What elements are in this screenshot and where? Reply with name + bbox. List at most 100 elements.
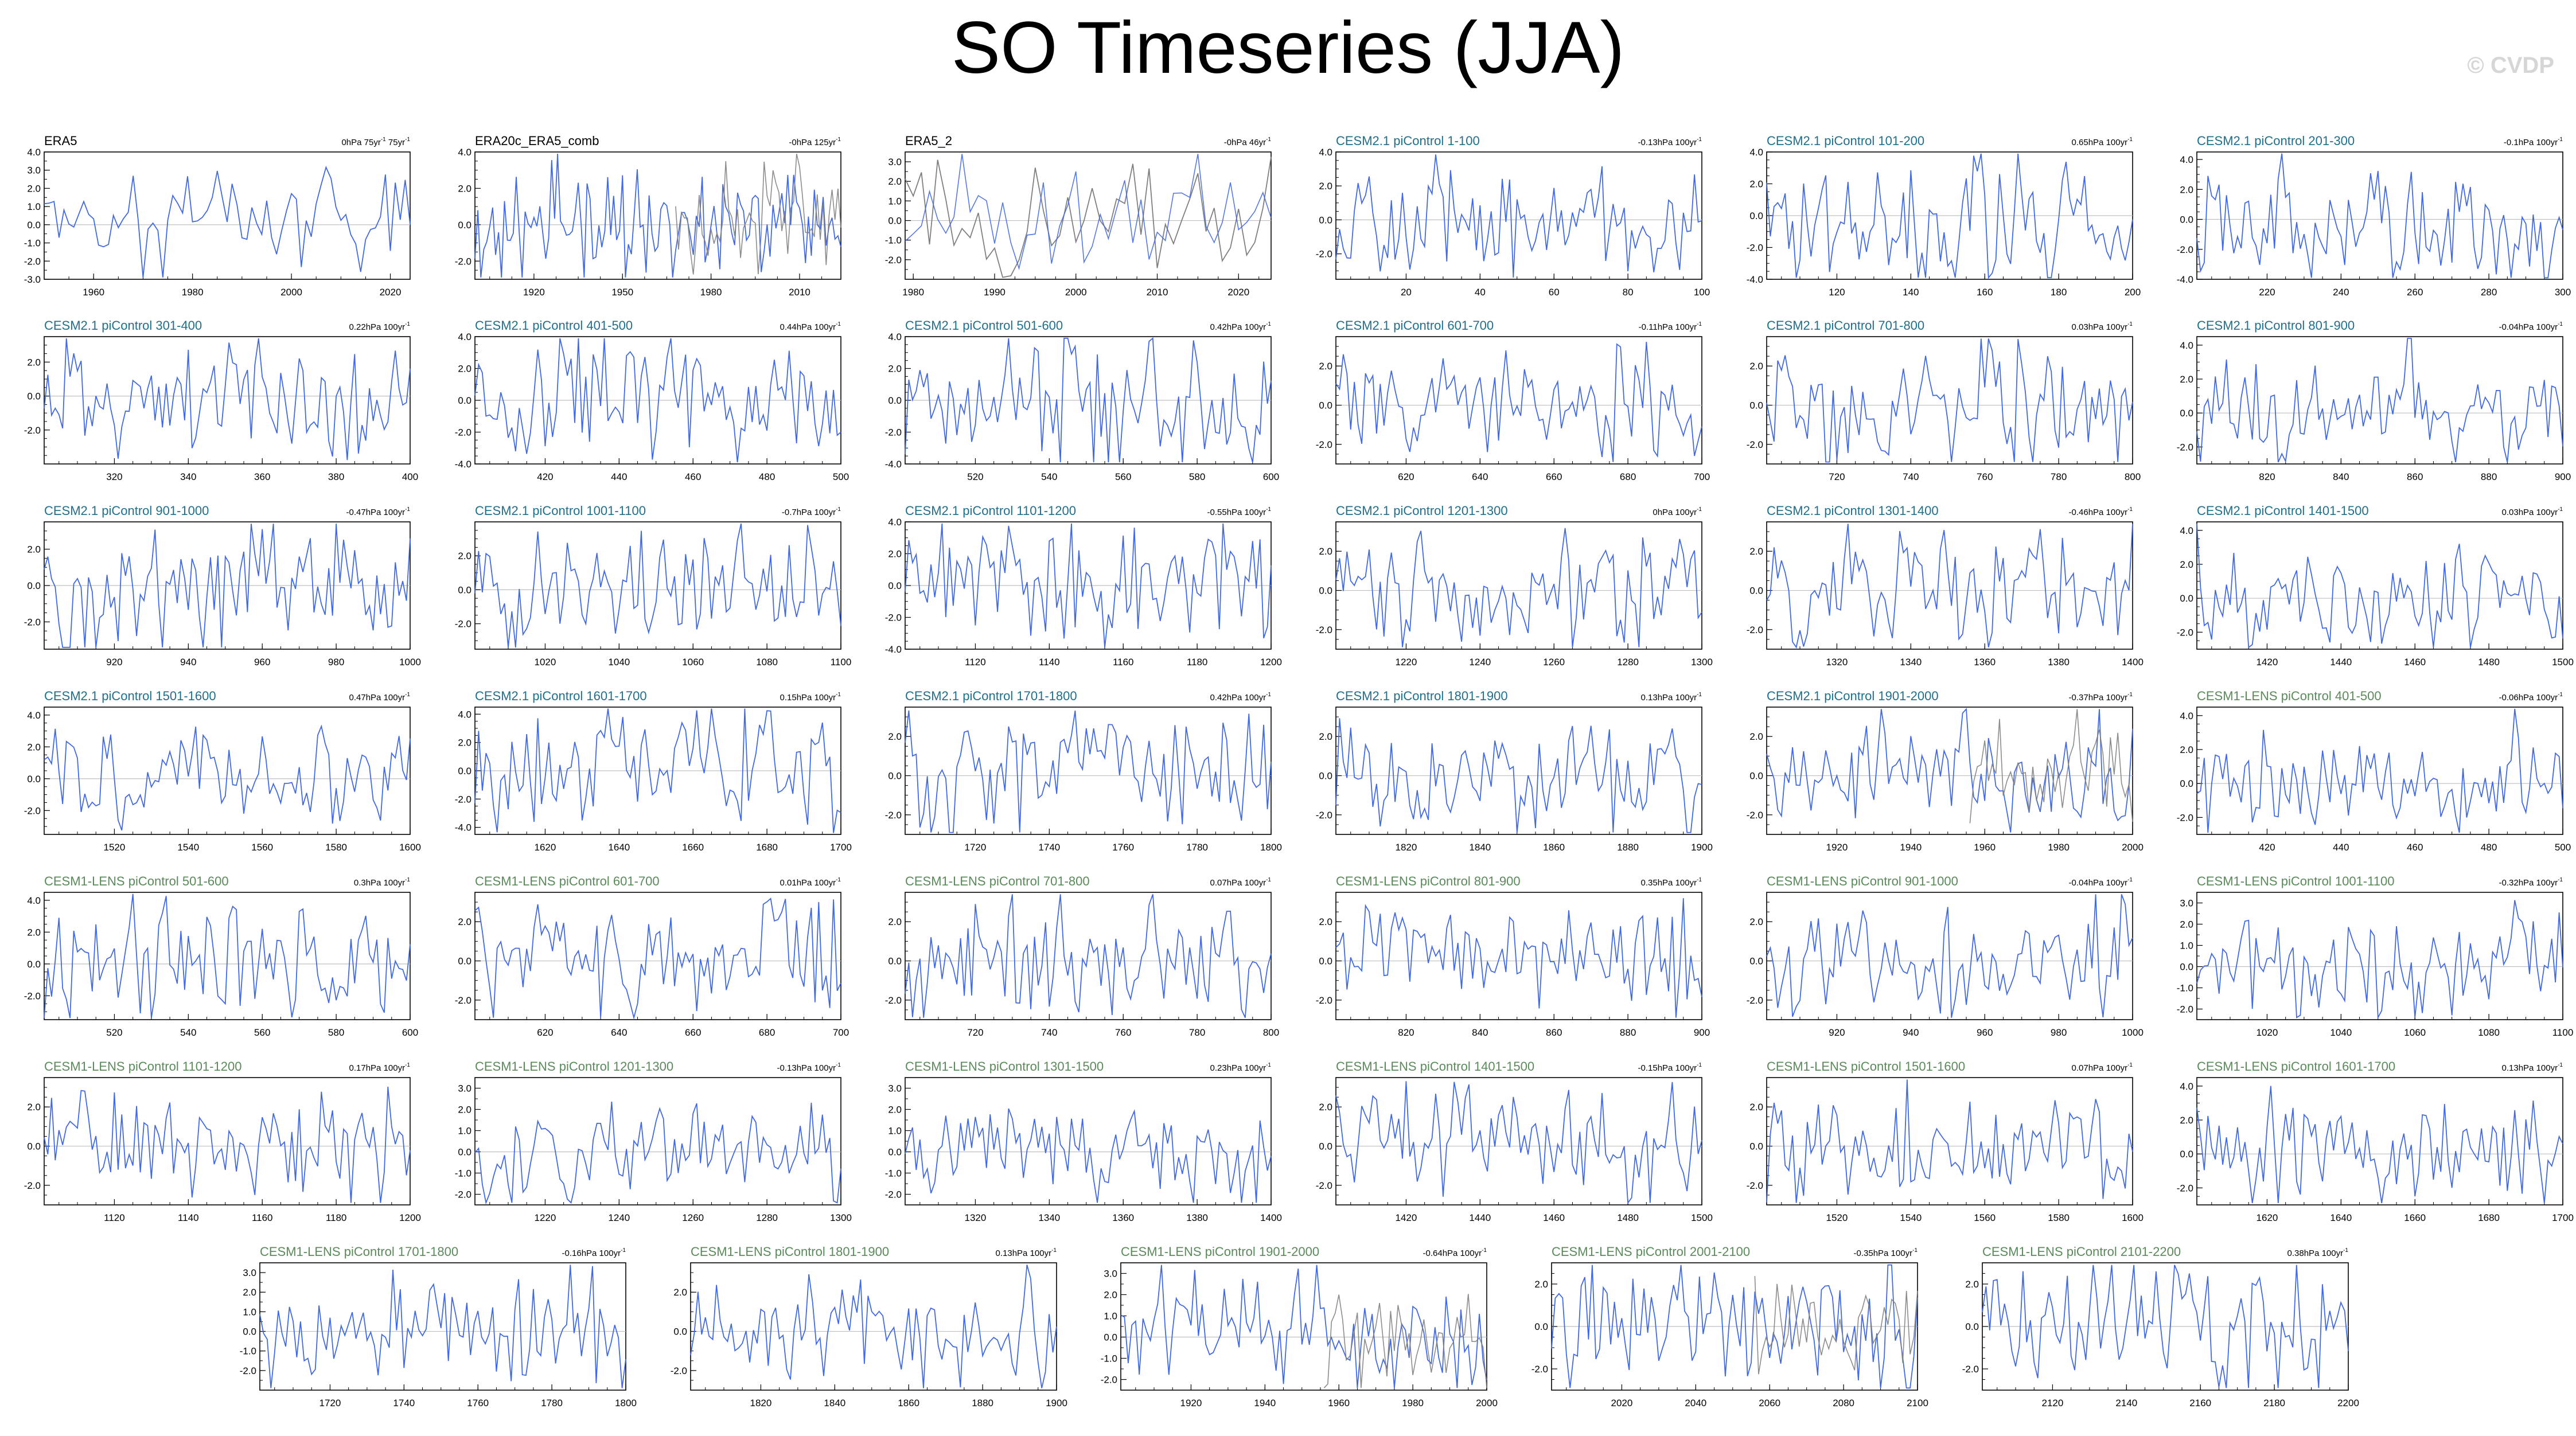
panel-frame [259, 1262, 626, 1391]
panel-title: CESM1-LENS piControl 801-900 [1336, 874, 1521, 888]
panel-19: CESM2.1 piControl 1601-1700 0.15hPa 100yr… [455, 689, 852, 853]
y-tick-label: 0.0 [27, 580, 41, 591]
x-tick-label: 1060 [682, 657, 704, 668]
y-tick-label: 2.0 [458, 1105, 471, 1115]
panel-10: CESM2.1 piControl 701-800 0.03hPa 100yr-1… [1747, 318, 2141, 482]
trend-label: 0.44hPa 100yr-1 [780, 321, 841, 332]
x-tick-label: 760 [1115, 1027, 1131, 1038]
panel-title: CESM1-LENS piControl 2101-2200 [1982, 1244, 2181, 1259]
x-tick-label: 1120 [104, 1212, 125, 1223]
x-tick-label: 760 [1977, 471, 1993, 482]
y-tick-label: 2.0 [1749, 179, 1763, 190]
trend-label: 0.03hPa 100yr-1 [2072, 321, 2133, 332]
x-tick-label: 1400 [2122, 657, 2144, 668]
y-tick-label: -1.0 [24, 238, 41, 249]
y-tick-label: 0.0 [888, 1147, 902, 1158]
panel-3: CESM2.1 piControl 1-100 -0.13hPa 100yr-1 -… [1316, 134, 1710, 298]
x-tick-label: 60 [1549, 287, 1560, 298]
series-line [44, 724, 411, 831]
series-line [905, 523, 1272, 648]
x-tick-label: 460 [2407, 842, 2423, 853]
series-line [2196, 523, 2563, 649]
y-tick-label: 2.0 [1319, 731, 1332, 742]
y-tick-label: 2.0 [888, 731, 902, 742]
panel-frame [1766, 336, 2133, 465]
x-tick-label: 1720 [965, 842, 987, 853]
panel-title: CESM1-LENS piControl 1001-1100 [2197, 874, 2394, 888]
x-tick-label: 1260 [1543, 657, 1565, 668]
panel-frame [1335, 521, 1702, 650]
y-tick-label: 0.0 [1749, 586, 1763, 596]
series-line [2196, 900, 2563, 1020]
x-tick-label: 860 [1546, 1027, 1562, 1038]
y-tick-label: 2.0 [458, 916, 471, 927]
trend-label: 0.23hPa 100yr-1 [1210, 1062, 1272, 1073]
y-tick-label: -2.0 [1316, 439, 1332, 450]
x-tick-label: 1000 [399, 657, 421, 668]
x-tick-label: 2000 [280, 287, 302, 298]
panel-title: CESM1-LENS piControl 1201-1300 [475, 1059, 673, 1074]
x-tick-label: 1240 [608, 1212, 630, 1223]
y-tick-label: -2.0 [240, 1365, 256, 1376]
x-tick-label: 240 [2333, 287, 2349, 298]
y-tick-label: 0.0 [2180, 408, 2193, 419]
trend-label: 0.17hPa 100yr-1 [349, 1062, 411, 1073]
x-tick-label: 140 [1903, 287, 1919, 298]
y-tick-label: -2.0 [455, 794, 471, 805]
x-tick-label: 1040 [608, 657, 630, 668]
x-tick-label: 580 [1189, 471, 1205, 482]
y-tick-label: -2.0 [2177, 1183, 2193, 1193]
x-tick-label: 560 [254, 1027, 270, 1038]
x-tick-label: 1460 [2404, 657, 2426, 668]
x-tick-label: 280 [2481, 287, 2497, 298]
panel-frame [2196, 521, 2563, 650]
y-tick-label: -2.0 [885, 255, 902, 266]
panel-title: CESM2.1 piControl 701-800 [1767, 318, 1924, 333]
series-line [474, 708, 841, 833]
x-tick-label: 420 [2259, 842, 2275, 853]
x-tick-label: 100 [1694, 287, 1710, 298]
panel-frame [1335, 707, 1702, 835]
y-tick-label: 3.0 [27, 165, 41, 176]
x-tick-label: 1580 [2048, 1212, 2070, 1223]
x-tick-label: 780 [1189, 1027, 1205, 1038]
x-tick-label: 800 [1263, 1027, 1279, 1038]
y-tick-label: 4.0 [2180, 525, 2193, 536]
y-tick-label: 0.0 [888, 956, 902, 967]
y-tick-label: -2.0 [885, 995, 902, 1006]
x-tick-label: 920 [106, 657, 122, 668]
x-tick-label: 1760 [467, 1398, 489, 1408]
trend-label: 0.07hPa 100yr-1 [2072, 1062, 2133, 1073]
x-tick-label: 1820 [1396, 842, 1417, 853]
x-tick-label: 620 [1398, 471, 1414, 482]
y-tick-label: -2.0 [1101, 1375, 1117, 1386]
y-tick-label: 1.0 [243, 1306, 256, 1317]
y-tick-label: 2.0 [27, 1102, 41, 1113]
y-tick-label: 2.0 [27, 927, 41, 938]
x-tick-label: 1140 [178, 1212, 199, 1223]
x-tick-label: 1640 [608, 842, 630, 853]
y-tick-label: 0.0 [2180, 214, 2193, 225]
panel-frame [690, 1262, 1057, 1391]
panel-23: CESM1-LENS piControl 401-500 -0.06hPa 100… [2177, 689, 2571, 853]
series-line [1335, 718, 1702, 833]
x-tick-label: 500 [833, 471, 849, 482]
x-tick-label: 1280 [1617, 657, 1639, 668]
y-tick-label: -4.0 [1747, 274, 1763, 285]
y-tick-label: 3.0 [458, 1083, 471, 1094]
y-tick-label: 0.0 [1749, 1141, 1763, 1152]
x-tick-label: 2080 [1833, 1398, 1854, 1408]
x-tick-label: 380 [328, 471, 344, 482]
y-tick-label: 0.0 [2180, 778, 2193, 789]
y-tick-label: 0.0 [2180, 962, 2193, 973]
x-tick-label: 1520 [1826, 1212, 1848, 1223]
x-tick-label: 1400 [1260, 1212, 1282, 1223]
x-tick-label: 640 [611, 1027, 627, 1038]
trend-label: 0.22hPa 100yr-1 [349, 321, 411, 332]
x-tick-label: 1620 [535, 842, 556, 853]
trend-label: -0hPa 46yr-1 [1224, 136, 1272, 147]
y-tick-label: -2.0 [1747, 243, 1763, 253]
y-tick-label: -2.0 [24, 256, 41, 267]
panel-21: CESM2.1 piControl 1801-1900 0.13hPa 100yr… [1316, 689, 1713, 853]
y-tick-label: 2.0 [27, 544, 41, 555]
